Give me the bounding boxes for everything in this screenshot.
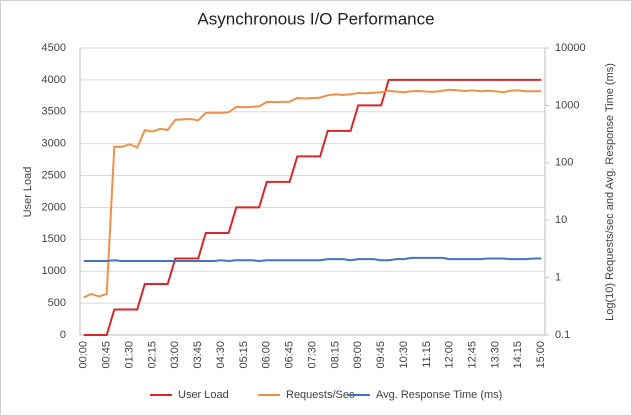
x-tick-label: 14:15 xyxy=(512,341,524,369)
x-tick-label: 00:00 xyxy=(78,341,90,369)
y-axis-title: User Load xyxy=(22,167,34,218)
x-tick-label: 13:30 xyxy=(489,341,501,369)
y-tick-label: 4000 xyxy=(42,74,66,86)
x-tick-label: 02:15 xyxy=(146,341,158,369)
x-tick-label: 07:30 xyxy=(306,341,318,369)
y2-tick-label: 0.1 xyxy=(555,329,570,341)
y-tick-label: 2000 xyxy=(42,201,66,213)
x-tick-label: 15:00 xyxy=(535,341,547,369)
y-tick-label: 3000 xyxy=(42,138,66,150)
x-tick-label: 05:15 xyxy=(238,341,250,369)
y-tick-label: 3500 xyxy=(42,106,66,118)
x-tick-label: 03:00 xyxy=(169,341,181,369)
y2-tick-label: 1 xyxy=(555,272,561,284)
legend-label: Avg. Response Time (ms) xyxy=(376,389,502,401)
y2-tick-label: 10 xyxy=(555,214,567,226)
x-tick-label: 12:45 xyxy=(466,341,478,369)
chart-title: Asynchronous I/O Performance xyxy=(197,9,434,28)
y-tick-label: 2500 xyxy=(42,169,66,181)
x-tick-label: 11:15 xyxy=(421,341,433,368)
legend-label: Requests/Sec xyxy=(286,389,355,401)
y-tick-label: 1000 xyxy=(42,265,66,277)
x-tick-label: 12:00 xyxy=(444,341,456,369)
y-tick-label: 4500 xyxy=(42,42,66,54)
legend-label: User Load xyxy=(178,389,229,401)
x-tick-label: 03:45 xyxy=(192,341,204,369)
y-tick-label: 0 xyxy=(60,329,66,341)
y2-tick-label: 100 xyxy=(555,157,573,169)
x-tick-label: 06:45 xyxy=(284,341,296,369)
y2-tick-label: 1000 xyxy=(555,99,579,111)
x-tick-label: 00:45 xyxy=(101,341,113,369)
x-tick-label: 04:30 xyxy=(215,341,227,369)
x-tick-label: 08:15 xyxy=(329,341,341,369)
x-tick-label: 09:45 xyxy=(375,341,387,369)
series-line xyxy=(83,256,542,263)
series-line xyxy=(83,88,542,299)
x-tick-label: 10:30 xyxy=(398,341,410,369)
x-tick-label: 09:00 xyxy=(352,341,364,369)
y-tick-label: 500 xyxy=(48,297,66,309)
y2-axis-title: Log(10) Requests/sec and Avg. Response T… xyxy=(604,63,616,321)
y-tick-label: 1500 xyxy=(42,233,66,245)
x-tick-label: 06:00 xyxy=(261,341,273,369)
x-tick-label: 01:30 xyxy=(123,341,135,369)
y2-tick-label: 10000 xyxy=(555,42,586,54)
series-line xyxy=(83,78,542,336)
